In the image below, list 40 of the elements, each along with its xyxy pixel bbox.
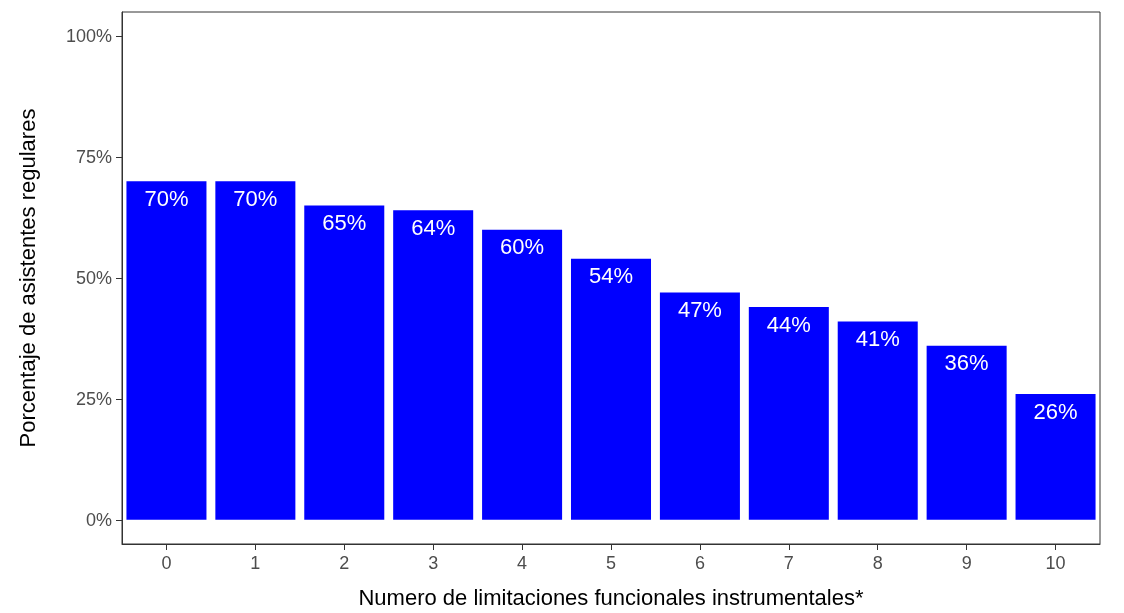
y-tick-label: 75% [75, 147, 112, 168]
data-label: 64% [411, 214, 456, 240]
x-tick-label: 1 [250, 553, 261, 573]
x-tick-label: 7 [783, 553, 794, 573]
bar [570, 258, 652, 520]
data-label: 65% [322, 209, 367, 235]
x-tick-label: 10 [1045, 553, 1066, 573]
x-tick-label: 2 [339, 553, 350, 573]
data-label: 44% [766, 311, 811, 337]
x-tick-label: 5 [605, 553, 617, 573]
bar [126, 181, 207, 520]
y-tick-label: 25% [75, 388, 112, 409]
x-tick-label: 4 [517, 553, 528, 573]
bar [482, 229, 563, 520]
x-axis-title: Numero de limitaciones funcionales instrumentales* [358, 584, 864, 610]
data-label: 41% [855, 326, 900, 352]
y-axis-title: Porcentaje de asistentes regulares [14, 108, 40, 448]
data-label: 70% [144, 185, 189, 211]
data-label: 47% [677, 297, 722, 323]
bar [393, 210, 474, 520]
data-label: 60% [500, 234, 545, 260]
x-tick-label: 8 [872, 553, 883, 573]
data-label: 54% [588, 263, 634, 289]
bar [1015, 394, 1096, 520]
x-tick-label: 0 [161, 553, 172, 573]
y-tick-label: 0% [85, 509, 112, 530]
x-tick-label: 9 [961, 553, 972, 573]
y-tick-label: 100% [65, 26, 112, 47]
bar [215, 181, 296, 520]
data-label: 70% [233, 185, 278, 211]
y-tick-label: 50% [75, 268, 112, 288]
bar [837, 321, 918, 520]
bar [926, 345, 1007, 520]
bar [748, 307, 829, 520]
bar [659, 292, 740, 520]
x-tick-label: 6 [694, 553, 705, 573]
data-label: 36% [944, 350, 989, 376]
x-tick-label: 3 [428, 553, 439, 573]
bar [304, 205, 385, 520]
data-label: 26% [1033, 398, 1078, 424]
